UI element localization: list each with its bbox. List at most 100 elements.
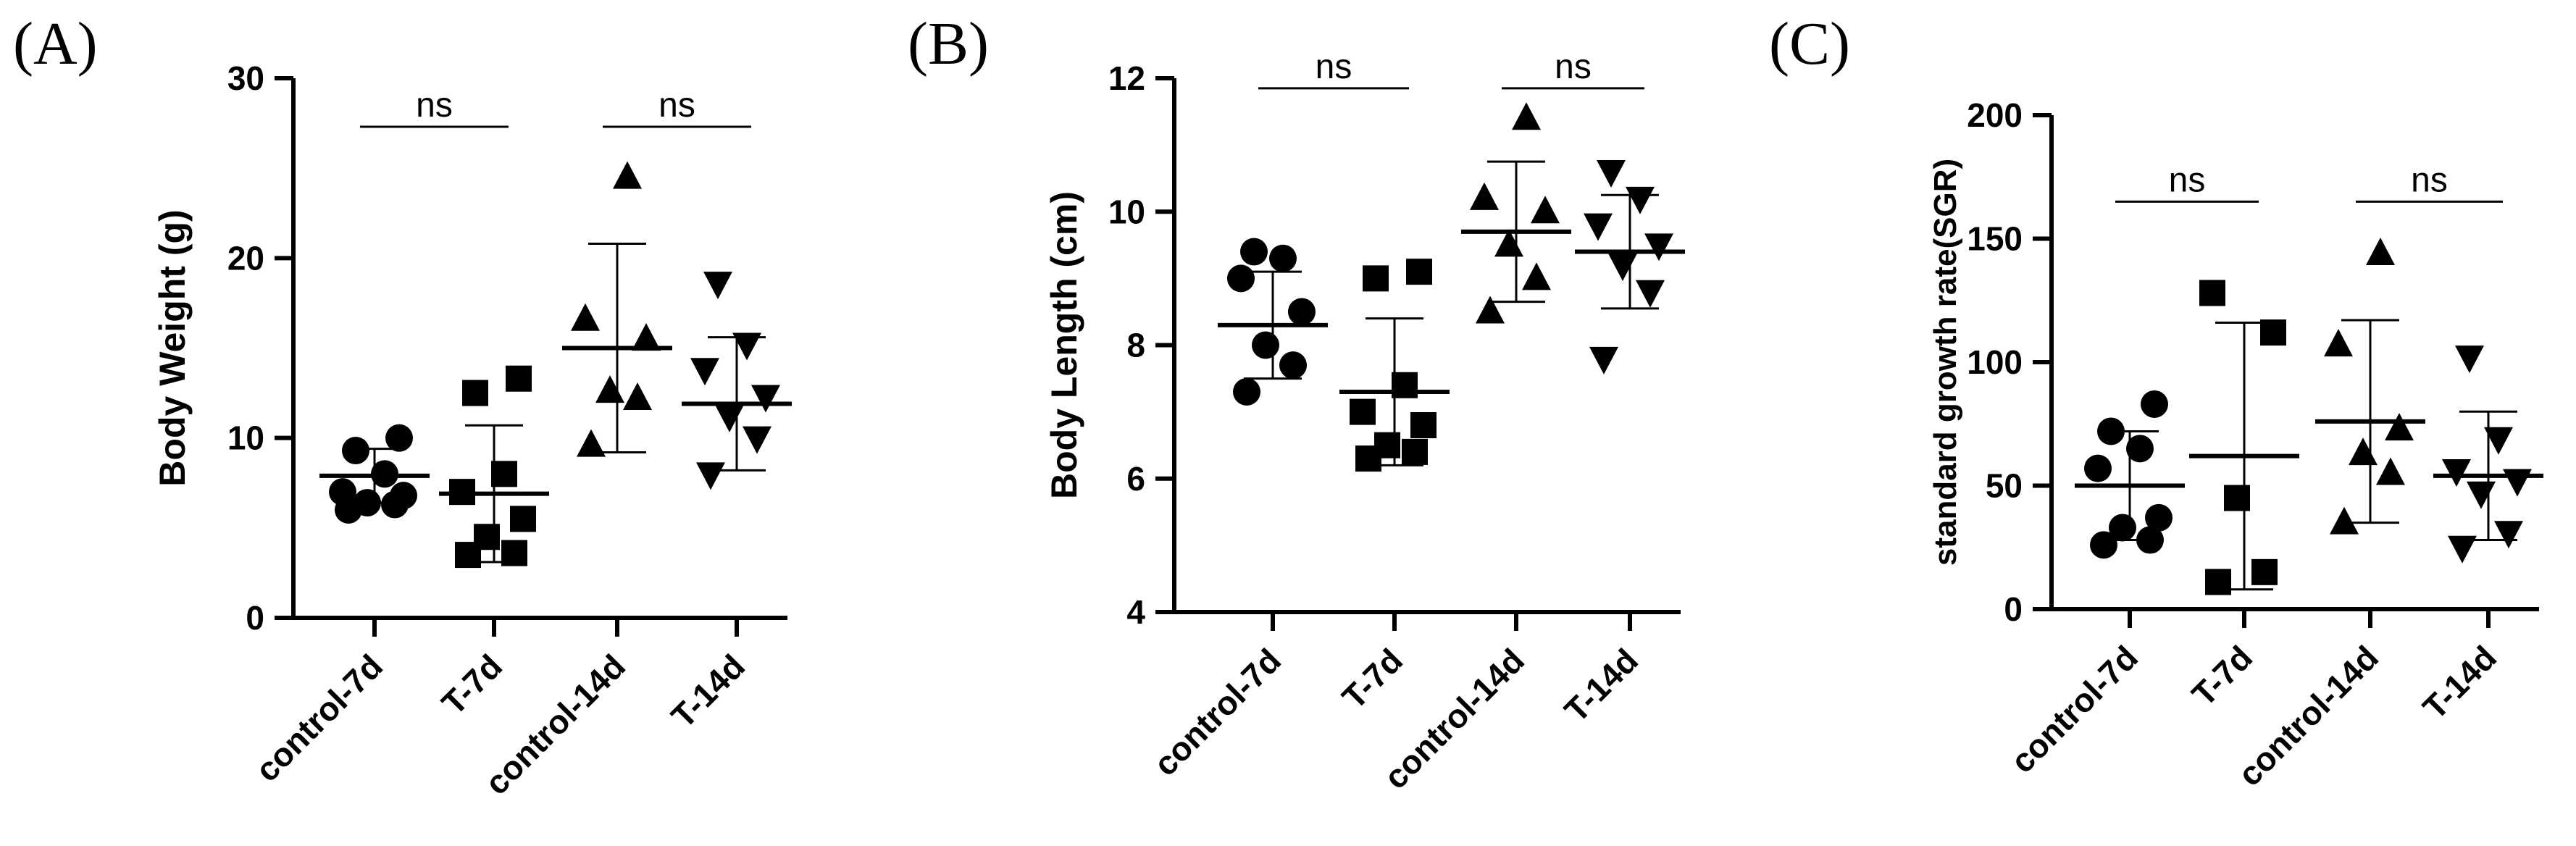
data-point <box>462 380 488 406</box>
data-point <box>1350 398 1376 425</box>
x-tick-label: T-14d <box>1557 641 1645 729</box>
data-point <box>506 365 532 392</box>
data-point <box>2385 413 2414 441</box>
data-point <box>342 437 369 465</box>
data-point <box>354 489 381 517</box>
data-point <box>2467 481 2496 509</box>
x-tick-label: T-7d <box>434 647 509 722</box>
data-point <box>1363 265 1389 292</box>
y-tick-label: 0 <box>2004 590 2023 628</box>
data-point <box>510 506 536 532</box>
data-point <box>1608 253 1637 281</box>
data-point <box>2260 319 2286 346</box>
data-point <box>577 429 606 457</box>
data-point <box>2330 506 2359 535</box>
data-point <box>1589 346 1618 374</box>
data-point <box>696 462 725 490</box>
x-tick-label: control-7d <box>2003 638 2145 780</box>
data-point <box>2199 280 2225 306</box>
data-point <box>2126 435 2154 463</box>
data-point <box>385 424 413 452</box>
y-tick-label: 200 <box>1967 96 2023 134</box>
y-tick-label: 6 <box>1126 460 1145 498</box>
data-point <box>1644 233 1673 261</box>
x-tick-label: control-7d <box>1146 641 1288 783</box>
significance-label: ns <box>416 86 453 125</box>
data-point <box>2484 427 2513 455</box>
data-point <box>1402 438 1428 465</box>
data-point <box>2448 535 2477 564</box>
data-point <box>1374 432 1400 458</box>
panel-a: (A) 0 10 20 30 Body Weight (g) control-7d T-7d… <box>13 10 792 802</box>
y-axis-label: standard growth rate(SGR) <box>1928 159 1963 566</box>
data-point <box>1288 298 1316 326</box>
y-tick-label: 100 <box>1967 343 2023 381</box>
data-point <box>743 426 771 454</box>
data-point <box>2109 514 2136 542</box>
panel-a-label: (A) <box>13 10 98 78</box>
data-point <box>1476 296 1505 324</box>
data-point <box>390 482 417 510</box>
data-point <box>2442 459 2471 487</box>
data-point <box>1636 280 1665 308</box>
data-point <box>2251 558 2278 585</box>
data-point <box>1531 196 1560 224</box>
data-point <box>2145 503 2173 532</box>
data-point <box>1494 229 1523 257</box>
data-point <box>2084 454 2112 482</box>
y-tick-label: 50 <box>1986 467 2023 505</box>
data-point <box>623 382 652 411</box>
y-axis-label: Body Length (cm) <box>1044 191 1084 499</box>
data-point <box>632 323 661 351</box>
data-point <box>2141 390 2168 418</box>
data-point <box>329 478 356 506</box>
x-tick-label: T-7d <box>1334 641 1410 716</box>
data-point <box>474 524 500 550</box>
panel-b: (B) 4 6 8 10 12 Body Length (cm) control-7d T-7… <box>908 10 1685 796</box>
data-point <box>703 272 732 300</box>
data-point <box>1597 159 1626 188</box>
significance-label: ns <box>2411 161 2448 199</box>
y-axis-label: Body Weight (g) <box>152 209 193 486</box>
y-tick-label: 150 <box>1967 220 2023 258</box>
y-tick-label: 10 <box>227 419 264 457</box>
data-point <box>2455 345 2484 374</box>
data-point <box>571 303 600 331</box>
data-point <box>491 461 517 487</box>
significance-label: ns <box>658 86 695 125</box>
data-point <box>613 161 642 189</box>
data-point <box>1470 182 1499 210</box>
data-point <box>1269 244 1297 272</box>
data-point <box>690 358 719 386</box>
data-point <box>2090 531 2117 559</box>
data-point <box>2366 237 2395 265</box>
data-point <box>2097 417 2125 445</box>
x-tick-label: T-7d <box>2184 638 2259 713</box>
data-point <box>2224 485 2250 511</box>
x-tick-label: T-14d <box>2415 638 2504 726</box>
data-point <box>1584 213 1613 241</box>
data-point <box>1522 262 1551 290</box>
data-point <box>2136 526 2164 554</box>
data-point <box>1406 259 1432 285</box>
y-tick-label: 0 <box>246 599 264 637</box>
data-point <box>501 540 527 566</box>
data-point <box>1240 238 1268 266</box>
data-point <box>2205 569 2231 595</box>
y-tick-label: 12 <box>1108 59 1145 97</box>
x-tick-label: T-14d <box>664 647 752 735</box>
significance-label: ns <box>1555 48 1592 86</box>
data-point <box>2376 457 2405 485</box>
data-point <box>2349 437 2378 466</box>
data-point <box>1227 264 1255 293</box>
data-point <box>751 385 780 413</box>
data-point <box>449 479 475 506</box>
data-point <box>2494 521 2523 549</box>
y-tick-label: 10 <box>1108 193 1145 230</box>
data-point <box>2503 469 2532 497</box>
data-point <box>1410 412 1437 439</box>
significance-label: ns <box>2169 161 2206 199</box>
y-tick-label: 8 <box>1126 327 1145 364</box>
